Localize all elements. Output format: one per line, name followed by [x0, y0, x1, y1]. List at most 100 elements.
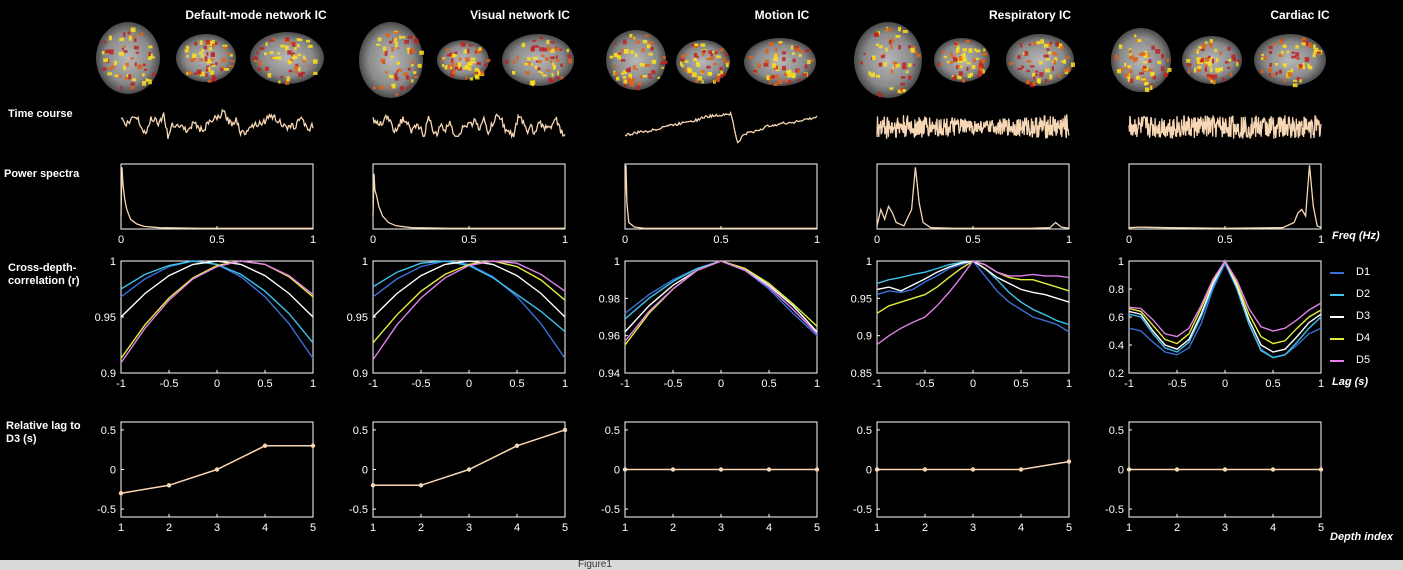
activation-blob	[1201, 43, 1207, 49]
activation-blob	[119, 37, 124, 42]
x-tick-label: 0	[874, 234, 880, 246]
x-tick-label: 5	[562, 522, 568, 534]
activation-blob	[1298, 64, 1304, 68]
activation-blob	[889, 87, 894, 90]
activation-blob	[1261, 53, 1264, 57]
activation-blob	[187, 71, 192, 75]
activation-blob	[545, 69, 550, 72]
activation-blob	[199, 40, 203, 45]
activation-blob	[132, 35, 137, 38]
activation-blob	[1049, 74, 1053, 80]
activation-blob	[534, 45, 540, 48]
axis-unit-depth: Depth index	[1330, 531, 1393, 543]
correlation-line-d4	[624, 260, 818, 346]
activation-blob	[446, 53, 452, 57]
activation-blob	[543, 47, 547, 52]
activation-blob	[521, 42, 526, 48]
activation-blob	[687, 68, 693, 74]
correlation-line-d1	[1128, 262, 1322, 359]
activation-blob	[142, 73, 145, 77]
activation-blob	[277, 52, 281, 55]
activation-blob	[621, 72, 624, 75]
x-tick-label: 1	[1318, 234, 1324, 246]
activation-blob	[860, 61, 863, 65]
activation-blob	[128, 74, 132, 80]
y-tick-label: 0.98	[599, 293, 620, 305]
activation-blob	[1209, 39, 1213, 44]
activation-blob	[566, 48, 570, 53]
activation-blob	[265, 42, 268, 47]
activation-blob	[1138, 52, 1144, 57]
activation-blob	[870, 72, 876, 78]
activation-blob	[1291, 55, 1296, 59]
activation-blob	[414, 38, 419, 44]
activation-blob	[390, 55, 395, 58]
lag-point	[118, 491, 124, 496]
x-tick-label: -0.5	[412, 378, 431, 390]
activation-blob	[513, 60, 516, 64]
x-tick-label: 0.5	[1217, 234, 1232, 246]
lag-point	[1174, 467, 1180, 472]
legend-label: D4	[1356, 332, 1371, 344]
correlation-line-d4	[1128, 259, 1322, 345]
activation-blob	[1210, 67, 1213, 73]
activation-blob	[472, 61, 476, 64]
activation-blob	[874, 33, 880, 36]
activation-blob	[452, 69, 456, 75]
activation-blob	[1282, 44, 1287, 48]
activation-blob	[190, 59, 195, 62]
activation-blob	[695, 79, 699, 83]
x-tick-label: 4	[1018, 522, 1024, 534]
x-tick-label: 3	[970, 522, 976, 534]
activation-blob	[726, 62, 729, 68]
activation-blob	[1214, 48, 1218, 52]
activation-blob	[119, 74, 122, 78]
activation-blob	[134, 37, 137, 43]
activation-blob	[694, 53, 697, 58]
activation-blob	[1208, 76, 1212, 81]
activation-blob	[1147, 53, 1150, 58]
activation-blob	[1279, 39, 1283, 45]
activation-blob	[639, 63, 645, 67]
activation-blob	[303, 55, 306, 59]
activation-blob	[132, 78, 137, 82]
activation-blob	[805, 49, 810, 52]
column-title: Motion IC	[754, 8, 810, 22]
activation-blob	[382, 86, 386, 89]
activation-blob	[962, 52, 966, 58]
x-tick-label: 2	[670, 522, 676, 534]
activation-blob	[1033, 41, 1036, 46]
activation-blob	[693, 45, 697, 49]
activation-blob	[719, 66, 723, 71]
activation-blob	[696, 56, 699, 59]
y-tick-label: 1	[110, 256, 116, 268]
activation-blob	[886, 27, 890, 32]
activation-blob	[775, 74, 779, 79]
activation-blob	[900, 82, 905, 86]
activation-blob	[680, 57, 685, 62]
activation-blob	[285, 80, 289, 86]
activation-blob	[1134, 57, 1139, 62]
activation-blob	[312, 59, 318, 64]
activation-blob	[557, 70, 560, 76]
activation-blob	[1052, 60, 1055, 63]
spectrum-axes	[120, 163, 314, 230]
activation-blob	[902, 30, 908, 33]
activation-blob	[407, 35, 413, 39]
activation-blob	[648, 76, 653, 79]
activation-blob	[552, 64, 556, 70]
activation-blob	[811, 58, 814, 62]
activation-blob	[220, 68, 223, 72]
activation-blob	[192, 56, 197, 60]
spectrum-line	[1128, 165, 1322, 229]
activation-blob	[971, 65, 976, 70]
activation-blob	[210, 52, 215, 57]
activation-blob	[773, 58, 778, 62]
activation-blob	[269, 39, 275, 42]
lag-point	[766, 467, 772, 472]
activation-blob	[1060, 45, 1064, 50]
activation-blob	[1219, 51, 1222, 55]
activation-blob	[407, 67, 411, 71]
activation-blob	[878, 62, 883, 67]
